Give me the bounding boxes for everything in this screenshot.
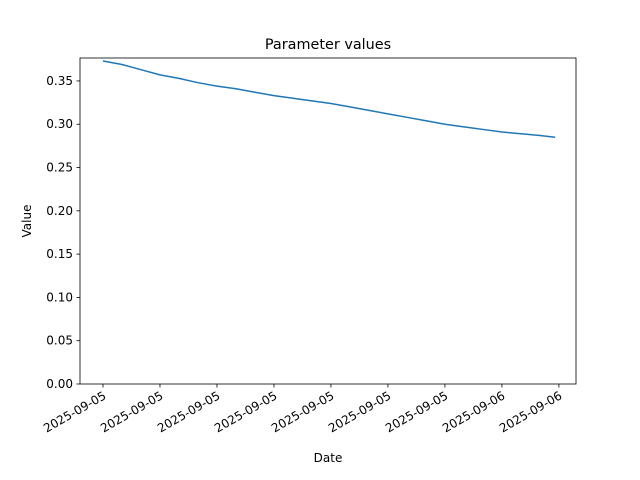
- chart-title: Parameter values: [265, 37, 391, 53]
- x-tick-label: 2025-09-05: [212, 388, 279, 435]
- y-tick-label: 0.20: [46, 204, 73, 218]
- data-line: [102, 60, 556, 138]
- x-tick-label: 2025-09-05: [383, 388, 450, 435]
- y-tick-label: 0.15: [46, 247, 73, 261]
- y-tick-label: 0.25: [46, 161, 73, 175]
- x-tick-label: 2025-09-05: [269, 388, 336, 435]
- x-tick-label: 2025-09-05: [98, 388, 165, 435]
- x-axis-label: Date: [314, 451, 343, 465]
- x-tick-label: 2025-09-06: [440, 388, 507, 435]
- x-tick-label: 2025-09-05: [155, 388, 222, 435]
- plot-frame: [79, 57, 577, 385]
- y-tick-label: 0.35: [46, 74, 73, 88]
- y-tick-label: 0.30: [46, 117, 73, 131]
- x-tick-label: 2025-09-05: [41, 388, 108, 435]
- x-tick-label: 2025-09-06: [497, 388, 564, 435]
- y-tick-label: 0.05: [46, 334, 73, 348]
- y-tick-label: 0.00: [46, 377, 73, 391]
- x-tick-label: 2025-09-05: [326, 388, 393, 435]
- y-axis-label: Value: [20, 205, 34, 238]
- y-tick-label: 0.10: [46, 290, 73, 304]
